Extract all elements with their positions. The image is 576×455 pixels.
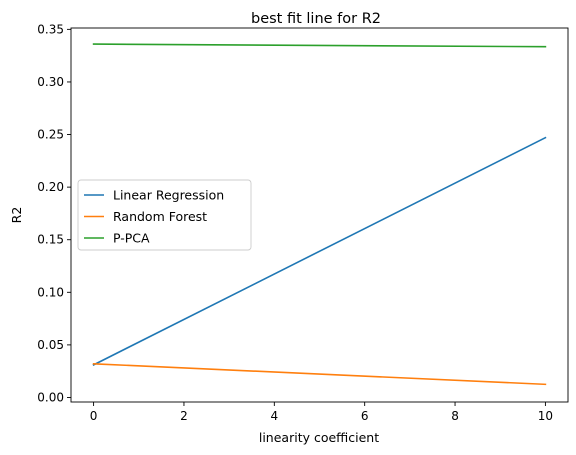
y-tick-label: 0.10 [37, 285, 64, 299]
y-axis-ticks: 0.00 0.05 0.10 0.15 0.20 0.25 0.30 0.35 [37, 22, 71, 404]
y-tick-label: 0.15 [37, 233, 64, 247]
y-axis-label: R2 [9, 207, 24, 224]
axes-frame [70, 27, 569, 403]
legend-box [77, 179, 252, 251]
legend-label-1: Random Forest [113, 209, 207, 224]
x-axis-label: linearity coefficient [259, 430, 379, 445]
x-axis-ticks: 0 2 4 6 8 10 [90, 402, 553, 423]
legend-label-2: P-PCA [113, 231, 150, 246]
series-line-0 [92, 136, 547, 366]
legend-label-0: Linear Regression [113, 188, 224, 203]
legend: Linear Regression Random Forest P-PCA [77, 179, 252, 251]
y-tick-label: 0.00 [37, 390, 64, 404]
x-tick-label: 8 [451, 409, 459, 423]
y-tick-label: 0.05 [37, 338, 64, 352]
series-layer [92, 43, 547, 386]
x-tick-label: 6 [361, 409, 369, 423]
x-tick-label: 0 [90, 409, 98, 423]
plot-area [70, 27, 569, 403]
series-line-1 [92, 362, 547, 386]
series-line-2 [92, 43, 547, 48]
x-tick-label: 2 [180, 409, 188, 423]
y-tick-label: 0.25 [37, 128, 64, 142]
x-tick-label: 4 [270, 409, 278, 423]
y-tick-label: 0.35 [37, 22, 64, 36]
y-tick-label: 0.30 [37, 75, 64, 89]
y-tick-label: 0.20 [37, 180, 64, 194]
chart-title: best fit line for R2 [251, 11, 381, 27]
x-tick-label: 10 [538, 409, 553, 423]
